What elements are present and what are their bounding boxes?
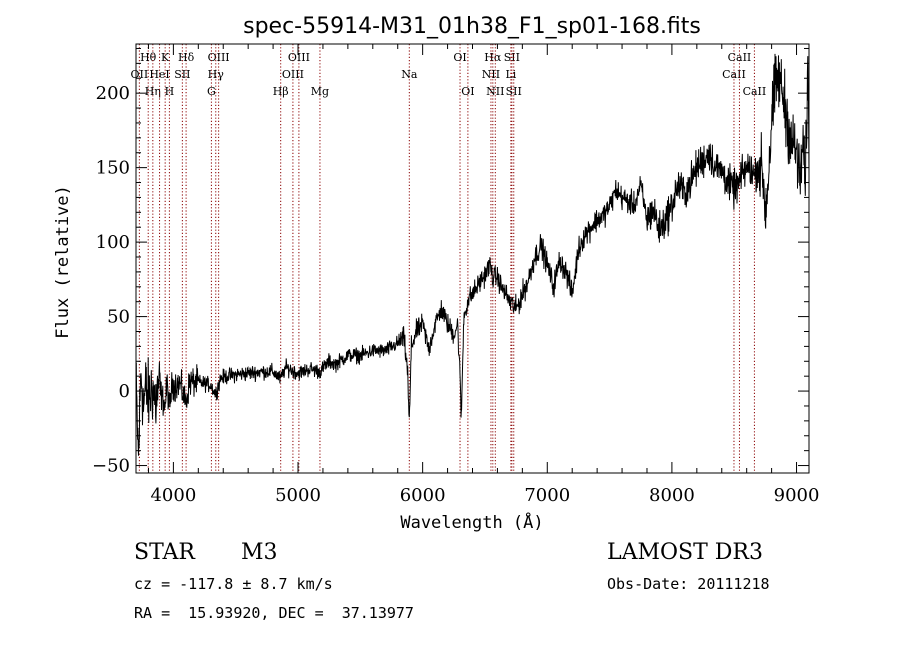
line-identifications: OII Hθ Hη HeI K SII H Hδ OIII Hγ G OIII OIII Hβ Mg Na OI… — [131, 44, 767, 473]
line-label-15: Na — [401, 68, 418, 81]
line-label-22: Li — [505, 68, 516, 81]
x-tick-label-5: 9000 — [774, 485, 820, 506]
line-label-25: CaII — [728, 51, 752, 64]
line-label-3: HeI — [149, 68, 169, 81]
line-label-8: OIII — [208, 51, 230, 64]
x-tick-label-1: 5000 — [275, 485, 321, 506]
obs-date: Obs-Date: 20111218 — [607, 575, 770, 593]
object-class: STAR — [134, 540, 195, 565]
y-tick-label-3: 100 — [96, 232, 130, 253]
y-tick-label-0: −50 — [92, 456, 130, 477]
line-label-24: CaII — [722, 68, 746, 81]
x-tick-label-3: 7000 — [524, 485, 570, 506]
line-label-17: OI — [461, 85, 474, 98]
y-axis-label: Flux (relative) — [53, 185, 73, 339]
line-label-6: H — [165, 85, 175, 98]
line-label-20: NII — [486, 85, 504, 98]
line-label-14: Mg — [311, 85, 329, 98]
line-label-10: G — [207, 85, 216, 98]
redshift-info: cz = -117.8 ± 8.7 km/s — [134, 575, 333, 593]
line-label-2: Hη — [145, 85, 161, 98]
chart-title: spec-55914-M31_01h38_F1_sp01-168.fits — [243, 14, 701, 39]
x-axis-label: Wavelength (Å) — [400, 511, 543, 533]
line-label-7: Hδ — [178, 51, 195, 64]
plot-frame — [135, 43, 810, 474]
x-tick-label-4: 8000 — [649, 485, 695, 506]
axis-ticks — [136, 44, 809, 473]
line-label-4: K — [161, 51, 170, 64]
object-subclass: M3 — [241, 540, 278, 565]
line-label-11: OIII — [282, 68, 304, 81]
line-label-18: Hα — [484, 51, 502, 64]
line-label-5: SII — [174, 68, 190, 81]
y-tick-label-4: 150 — [96, 158, 130, 179]
y-tick-label-2: 50 — [107, 307, 130, 328]
x-tick-label-2: 6000 — [400, 485, 446, 506]
spectrum-group — [135, 53, 810, 456]
spectrum-line — [135, 53, 810, 456]
line-label-21: SII — [504, 51, 520, 64]
tick-labels: 4000 5000 6000 7000 8000 9000 −50 0 50 100 150 200 — [92, 83, 819, 506]
coordinates: RA = 15.93920, DEC = 37.13977 — [134, 604, 414, 622]
line-label-19: NII — [482, 68, 500, 81]
x-tick-label-0: 4000 — [150, 485, 196, 506]
line-label-1: Hθ — [140, 51, 157, 64]
y-tick-label-1: 0 — [119, 381, 130, 402]
y-tick-label-5: 200 — [96, 83, 130, 104]
line-label-26: CaII — [743, 85, 767, 98]
line-label-23: SII — [506, 85, 522, 98]
survey-name: LAMOST DR3 — [607, 540, 763, 565]
line-label-12: OIII — [288, 51, 310, 64]
line-label-0: OII — [131, 68, 149, 81]
line-label-13: Hβ — [273, 85, 289, 98]
line-label-16: OI — [453, 51, 466, 64]
line-label-9: Hγ — [208, 68, 225, 81]
